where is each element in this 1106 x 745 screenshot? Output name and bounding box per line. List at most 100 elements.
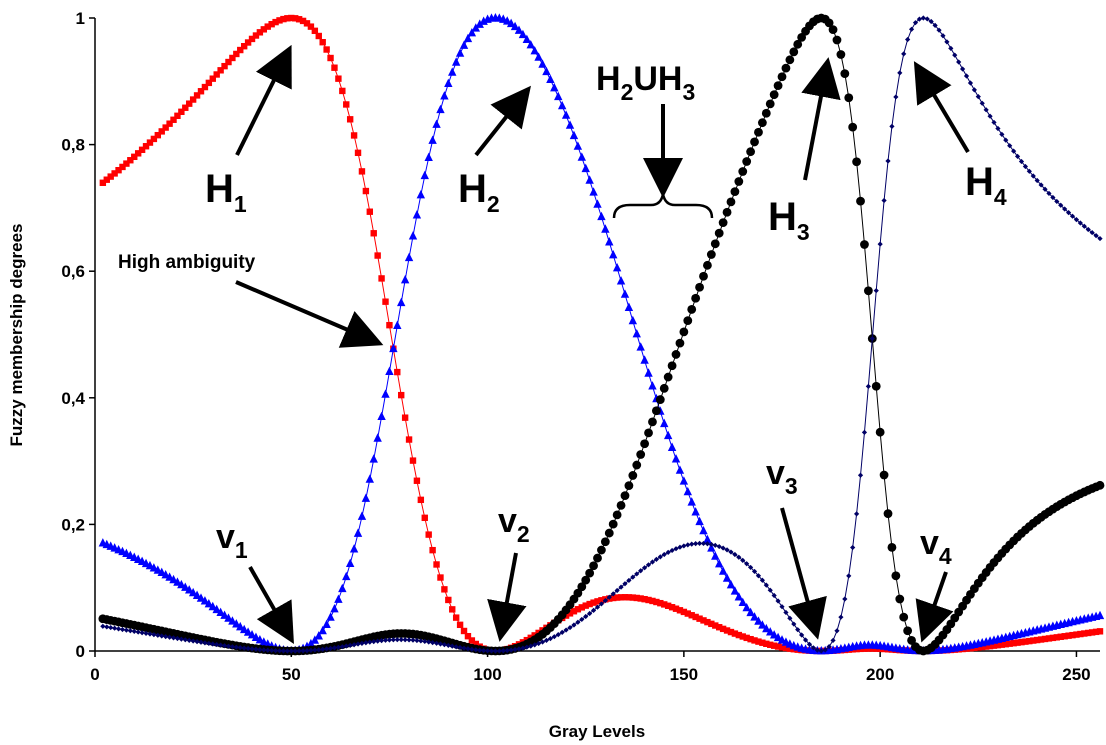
data-point [990,642,998,649]
data-point [912,20,919,26]
data-point [579,616,585,623]
data-point [852,157,862,167]
data-point [449,606,456,613]
data-point [932,22,938,28]
data-point [1095,610,1105,620]
data-point [557,100,567,110]
data-point [856,196,865,206]
data-point [616,500,626,510]
data-point [208,601,217,611]
data-point [640,439,650,449]
data-point [636,450,646,459]
data-point [1061,633,1068,640]
data-point [143,630,149,636]
v1-arrow [248,566,294,644]
data-point [433,561,440,568]
y-tick-label: 0,4 [61,389,85,408]
data-point [530,45,539,55]
data-point [793,39,803,49]
data-point [323,46,330,53]
annotation-h2: H2 [458,85,531,217]
data-point [409,457,417,464]
data-point [1069,213,1076,219]
data-point [860,240,869,249]
data-point [260,26,268,33]
data-point [200,596,210,605]
data-point [398,637,404,643]
data-point [436,104,445,114]
data-point [201,83,209,91]
data-point [506,18,516,28]
data-point [142,143,150,150]
data-point [261,647,267,653]
data-point [613,594,621,601]
data-point [667,442,677,451]
data-point [174,635,181,642]
data-point [567,624,573,631]
data-point [335,644,341,650]
data-point [192,590,202,599]
data-point [324,646,330,652]
data-point [897,70,903,76]
data-point [703,260,712,270]
data-point [624,481,634,491]
data-point [659,383,669,393]
data-point [1053,634,1061,641]
data-point [138,146,146,154]
data-point [734,177,744,186]
data-point [347,642,353,648]
data-point [421,514,428,522]
v1-sub: 1 [235,537,248,563]
data-point [111,170,118,177]
data-point [292,15,299,22]
data-point [594,598,601,605]
data-point [188,587,198,597]
data-point [963,73,970,79]
data-point [723,627,731,634]
data-point [398,391,405,399]
data-point [532,642,538,648]
data-point [657,599,664,607]
data-point [763,582,769,588]
data-point [657,554,663,560]
data-point [699,271,708,281]
data-point [575,619,581,625]
data-point [308,647,314,653]
data-point [928,18,934,25]
data-point [448,67,457,76]
data-point [405,436,413,443]
data-point [284,15,291,22]
v3-sub: 3 [785,473,798,499]
data-point [1026,168,1032,174]
y-tick-label: 0,8 [61,136,85,155]
data-point [100,623,106,629]
v4-base: v [920,524,939,562]
data-point [1022,638,1029,645]
data-point [440,91,449,100]
data-point [621,594,629,601]
data-point [710,239,720,249]
data-point [597,545,606,555]
data-point [408,231,418,240]
data-point [570,608,578,615]
data-point [606,594,612,600]
data-point [695,516,704,526]
data-point [653,598,660,606]
data-point [903,626,913,636]
data-point [393,320,402,330]
data-point [687,497,696,506]
data-point [585,175,594,184]
data-point [712,622,719,629]
data-point [763,640,770,648]
data-point [253,646,259,652]
data-point [163,634,169,640]
data-point [1033,636,1041,644]
data-point [620,491,630,501]
data-point [1062,206,1068,212]
data-point [982,643,990,650]
data-point [182,104,189,111]
h3-base: H [768,195,797,239]
data-point [280,648,287,654]
data-point [610,594,617,602]
data-point [224,613,233,622]
